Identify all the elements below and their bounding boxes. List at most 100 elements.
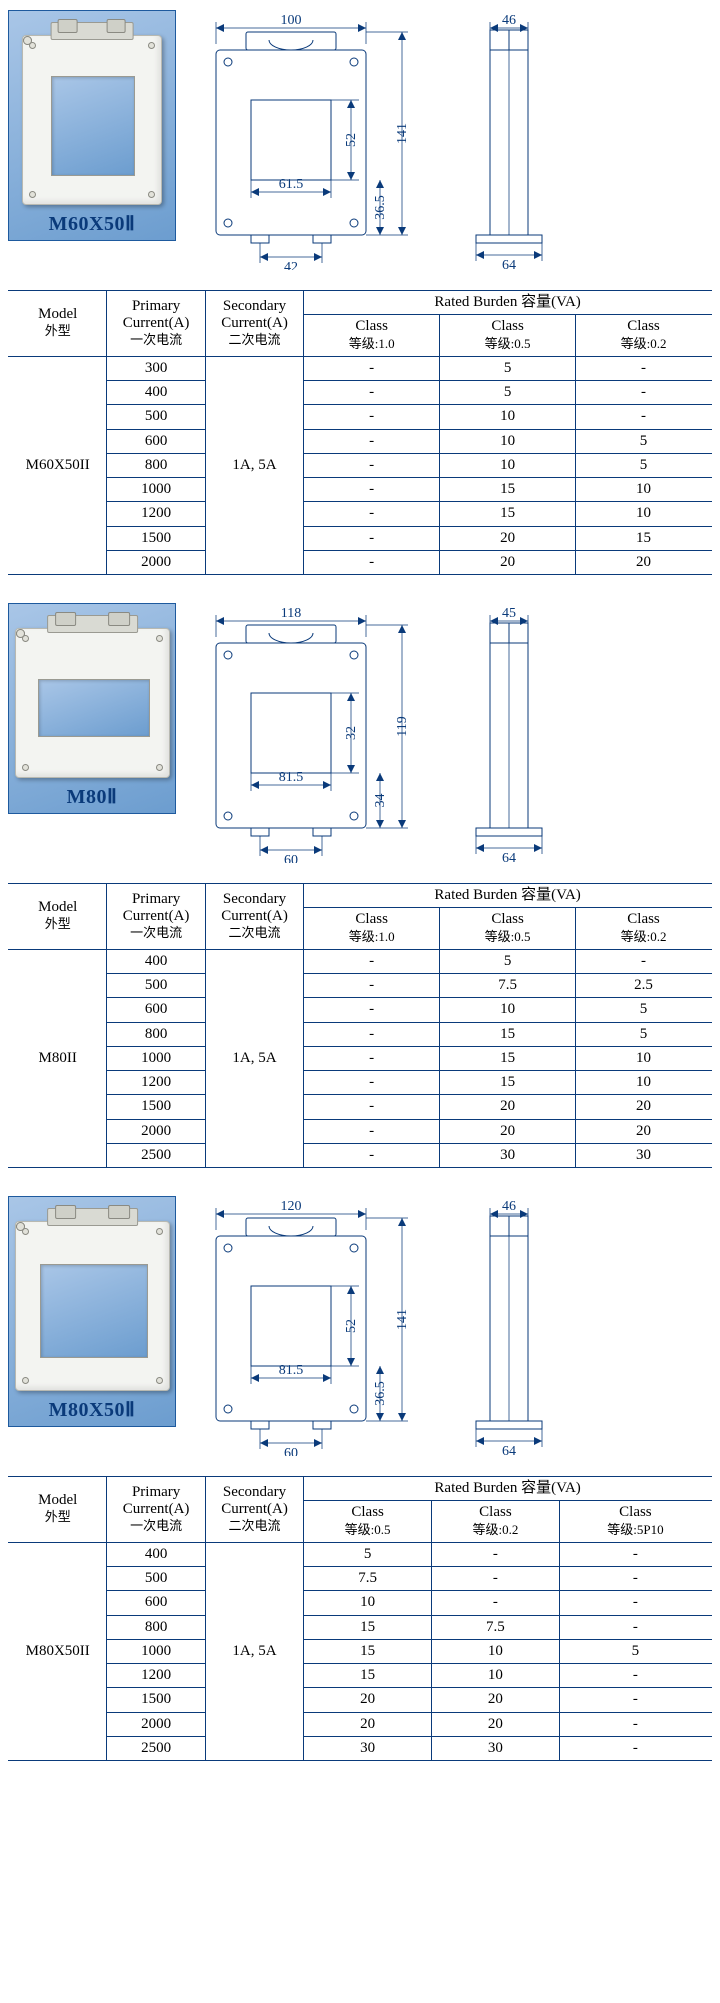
- cell-primary: 1000: [107, 478, 205, 502]
- cell-value: -: [576, 405, 712, 429]
- cell-value: 5: [576, 1022, 712, 1046]
- cell-secondary: 1A, 5A: [205, 1542, 303, 1760]
- col-burden: Rated Burden 容量(VA): [304, 1477, 712, 1501]
- cell-value: 15: [440, 1046, 576, 1070]
- technical-drawing: 118 81.5 32 119 34 60: [196, 603, 574, 863]
- cell-value: -: [304, 1022, 440, 1046]
- product-photo: M80Ⅱ: [8, 603, 176, 814]
- svg-text:42: 42: [284, 260, 298, 270]
- cell-value: -: [304, 381, 440, 405]
- technical-drawing: 120 81.5 52 141 36.5 60: [196, 1196, 574, 1456]
- front-drawing: 120 81.5 52 141 36.5 60: [196, 1196, 416, 1456]
- figure-row: M80Ⅱ 118 81.5: [8, 603, 712, 863]
- table-row: 1200-1510: [9, 1071, 712, 1095]
- cell-value: 10: [432, 1664, 560, 1688]
- cell-value: -: [304, 453, 440, 477]
- cell-value: -: [576, 356, 712, 380]
- svg-text:52: 52: [344, 1319, 359, 1333]
- figure-row: M60X50Ⅱ 100 61.5: [8, 10, 712, 270]
- svg-text:100: 100: [281, 13, 302, 28]
- cell-model: M80II: [9, 949, 107, 1167]
- svg-text:46: 46: [502, 1199, 516, 1214]
- cell-value: -: [304, 478, 440, 502]
- cell-secondary: 1A, 5A: [205, 356, 303, 574]
- cell-value: -: [432, 1567, 560, 1591]
- spec-table: Model外型 PrimaryCurrent(A)一次电流 SecondaryC…: [8, 1476, 712, 1761]
- cell-primary: 800: [107, 1022, 205, 1046]
- table-row: 1000-1510: [9, 478, 712, 502]
- col-class-2: Class等级:0.2: [576, 908, 712, 950]
- svg-text:119: 119: [395, 716, 410, 736]
- col-model: Model外型: [9, 884, 107, 950]
- product-photo: M80X50Ⅱ: [8, 1196, 176, 1427]
- col-class-2: Class等级:5P10: [559, 1501, 711, 1543]
- cell-value: 15: [440, 1022, 576, 1046]
- cell-value: 5: [559, 1639, 711, 1663]
- cell-primary: 800: [107, 453, 205, 477]
- col-class-0: Class等级:0.5: [304, 1501, 432, 1543]
- cell-value: -: [304, 1095, 440, 1119]
- cell-value: -: [304, 1046, 440, 1070]
- cell-value: 5: [304, 1542, 432, 1566]
- table-row: 5007.5--: [9, 1567, 712, 1591]
- cell-value: 20: [576, 1119, 712, 1143]
- cell-value: 10: [440, 405, 576, 429]
- product-section: M80Ⅱ 118 81.5: [8, 603, 712, 1168]
- table-row: 400-5-: [9, 381, 712, 405]
- col-burden: Rated Burden 容量(VA): [304, 884, 712, 908]
- cell-value: 5: [576, 453, 712, 477]
- svg-text:61.5: 61.5: [279, 177, 304, 192]
- cell-value: -: [304, 949, 440, 973]
- cell-primary: 2500: [107, 1736, 205, 1760]
- cell-value: -: [304, 1143, 440, 1167]
- cell-value: 20: [576, 550, 712, 574]
- cell-value: -: [559, 1736, 711, 1760]
- cell-value: -: [304, 550, 440, 574]
- cell-value: -: [304, 405, 440, 429]
- cell-value: 10: [576, 478, 712, 502]
- cell-primary: 600: [107, 429, 205, 453]
- cell-value: 20: [432, 1712, 560, 1736]
- cell-value: 15: [304, 1664, 432, 1688]
- cell-value: 5: [576, 998, 712, 1022]
- cell-value: 20: [304, 1688, 432, 1712]
- product-label: M80Ⅱ: [15, 782, 169, 811]
- cell-primary: 400: [107, 381, 205, 405]
- cell-value: 30: [304, 1736, 432, 1760]
- table-row: 20002020-: [9, 1712, 712, 1736]
- cell-primary: 800: [107, 1615, 205, 1639]
- cell-value: -: [304, 974, 440, 998]
- cell-value: 15: [576, 526, 712, 550]
- cell-primary: 500: [107, 405, 205, 429]
- cell-primary: 2000: [107, 1119, 205, 1143]
- cell-value: 7.5: [304, 1567, 432, 1591]
- table-row: 1200-1510: [9, 502, 712, 526]
- cell-primary: 400: [107, 949, 205, 973]
- table-row: M60X50II3001A, 5A-5-: [9, 356, 712, 380]
- cell-value: 30: [440, 1143, 576, 1167]
- table-row: 800 -155: [9, 1022, 712, 1046]
- svg-text:45: 45: [502, 606, 516, 621]
- svg-text:120: 120: [281, 1199, 302, 1214]
- cell-value: -: [559, 1688, 711, 1712]
- cell-value: -: [559, 1542, 711, 1566]
- figure-row: M80X50Ⅱ 120 81.5: [8, 1196, 712, 1456]
- cell-primary: 600: [107, 1591, 205, 1615]
- svg-text:141: 141: [395, 1309, 410, 1330]
- cell-model: M60X50II: [9, 356, 107, 574]
- cell-value: -: [576, 949, 712, 973]
- cell-value: -: [304, 998, 440, 1022]
- cell-value: 20: [440, 1095, 576, 1119]
- cell-value: -: [304, 1119, 440, 1143]
- cell-value: -: [559, 1567, 711, 1591]
- svg-text:64: 64: [502, 851, 516, 863]
- svg-text:60: 60: [284, 1446, 298, 1456]
- cell-value: 15: [304, 1615, 432, 1639]
- cell-primary: 1000: [107, 1639, 205, 1663]
- svg-text:36.5: 36.5: [373, 195, 388, 220]
- table-row: 25003030-: [9, 1736, 712, 1760]
- col-class-1: Class等级:0.5: [440, 315, 576, 357]
- col-class-0: Class等级:1.0: [304, 908, 440, 950]
- svg-text:60: 60: [284, 853, 298, 863]
- cell-value: 10: [440, 998, 576, 1022]
